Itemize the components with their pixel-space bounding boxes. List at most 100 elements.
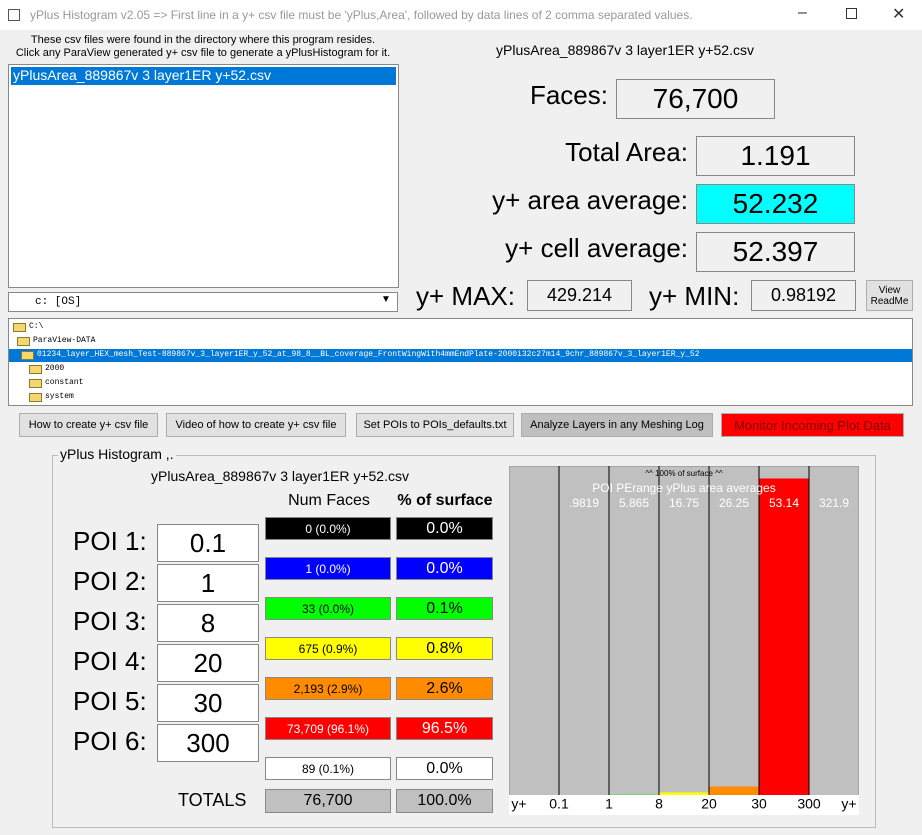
column-average: .9819 — [569, 496, 599, 510]
poi-input[interactable]: 20 — [157, 644, 259, 682]
edge-label: 0.1 — [549, 796, 569, 812]
folder-name[interactable]: system — [45, 392, 74, 401]
total-faces: 76,700 — [265, 789, 391, 813]
surface-percent: 0.0% — [396, 757, 493, 780]
bar — [709, 786, 759, 795]
min-value: 0.98192 — [751, 280, 856, 311]
file-listbox: yPlusArea_889867v 3 layer1ER y+52.csv — [8, 64, 399, 288]
poi-input[interactable]: 300 — [157, 724, 259, 762]
faces-value: 76,700 — [616, 79, 775, 119]
surface-percent: 0.1% — [396, 597, 493, 620]
file-item[interactable]: yPlusArea_889867v 3 layer1ER y+52.csv — [11, 67, 396, 85]
column-average: 5.865 — [619, 496, 649, 510]
min-label: y+ MIN: — [649, 281, 740, 311]
max-label: y+ MAX: — [416, 281, 515, 311]
total-percent: 100.0% — [396, 789, 493, 813]
num-faces: 0 (0.0%) — [265, 517, 391, 540]
button[interactable]: How to create y+ csv file — [19, 413, 158, 437]
num-faces: 2,193 (2.9%) — [265, 677, 391, 700]
edge-label: 1 — [605, 796, 613, 812]
button[interactable]: Analyze Layers in any Meshing Log — [521, 413, 713, 437]
edge-label: 20 — [701, 796, 717, 812]
max-value: 429.214 — [527, 280, 632, 311]
readme-button[interactable]: View ReadMe — [866, 280, 913, 311]
selected-row — [9, 349, 912, 362]
folder-tree: C:\ ParaView-DATA 01234_layer_HEX_mesh_Tes… — [8, 318, 913, 406]
button[interactable]: Video of how to create y+ csv file — [166, 413, 346, 437]
edge-label: 8 — [655, 796, 663, 812]
folder-name[interactable]: ParaView-DATA — [33, 336, 96, 345]
poi-label: POI 4: — [73, 646, 147, 676]
poi-input[interactable]: 8 — [157, 604, 259, 642]
edge-label: 300 — [797, 796, 821, 812]
button[interactable]: Set POIs to POIs_defaults.txt — [356, 413, 514, 437]
folder-icon — [29, 365, 42, 374]
totals-label: TOTALS — [178, 790, 247, 810]
close[interactable]: ✕ — [892, 6, 906, 23]
minimize[interactable]: – — [798, 4, 807, 21]
num-faces: 73,709 (96.1%) — [265, 717, 391, 740]
poi-label: POI 5: — [73, 686, 147, 716]
surface-percent: 2.6% — [396, 677, 493, 700]
surface-percent: 0.0% — [396, 557, 493, 580]
header: % of surface — [397, 492, 493, 509]
summary-file: yPlusArea_889867v 3 layer1ER y+52.csv — [496, 42, 754, 58]
dropdown-arrow[interactable]: ▼ — [381, 294, 391, 305]
bar — [759, 478, 809, 795]
edge-label: y+ — [511, 796, 526, 812]
column-average: 16.75 — [669, 496, 699, 510]
histogram-group — [52, 455, 876, 828]
readme-text: View — [878, 284, 901, 296]
histogram-file: yPlusArea_889867v 3 layer1ER y+52.csv — [151, 468, 409, 484]
folder-name[interactable]: 01234_layer_HEX_mesh_Test-889867v_3_laye… — [37, 350, 700, 359]
surface-percent: 0.0% — [396, 517, 493, 540]
area-label: Total Area: — [565, 137, 688, 167]
button[interactable]: Monitor Incoming Plot Data — [721, 413, 904, 437]
folder-name[interactable]: 2000 — [45, 364, 65, 373]
surface-percent: 96.5% — [396, 717, 493, 740]
edge-label: 30 — [751, 796, 767, 812]
column-average: 53.14 — [769, 496, 799, 510]
header: Num Faces — [288, 492, 370, 509]
cell-avg-value: 52.397 — [696, 232, 855, 272]
poi-label: POI 1: — [73, 526, 147, 556]
area-avg-value: 52.232 — [696, 184, 855, 224]
instruction: These csv files were found in the direct… — [30, 34, 376, 46]
bar — [659, 792, 709, 795]
readme-text: ReadMe — [870, 295, 909, 307]
edge-label: y+ — [841, 796, 856, 812]
column-average: 321.9 — [819, 496, 849, 510]
folder-icon — [29, 393, 42, 402]
poi-label: POI 2: — [73, 566, 147, 596]
folder-icon — [13, 323, 26, 332]
axis-strip — [509, 795, 859, 815]
poi-input[interactable]: 0.1 — [157, 524, 259, 562]
poi-input[interactable]: 30 — [157, 684, 259, 722]
num-faces: 675 (0.9%) — [265, 637, 391, 660]
surface-percent: 0.8% — [396, 637, 493, 660]
app-icon — [8, 9, 20, 21]
num-faces: 1 (0.0%) — [265, 557, 391, 580]
histogram-chart: ^^ 100% of surface ^^ POI PErange yPlus a… — [509, 466, 859, 815]
chart-subtitle: POI PErange yPlus area averages — [592, 481, 775, 495]
area-value: 1.191 — [696, 136, 855, 176]
maximize[interactable] — [846, 8, 857, 19]
folder-icon — [21, 351, 34, 360]
poi-label: POI 3: — [73, 606, 147, 636]
cell-avg-label: y+ cell average: — [505, 233, 688, 263]
poi-label: POI 6: — [73, 726, 147, 756]
area-avg-label: y+ area average: — [492, 185, 688, 215]
group-title: yPlus Histogram ,. — [58, 446, 176, 462]
drive-combobox[interactable]: c: [OS] — [8, 292, 398, 312]
folder-name[interactable]: C:\ — [29, 322, 44, 331]
title-bar — [0, 0, 922, 30]
chart-title: ^^ 100% of surface ^^ — [645, 469, 723, 478]
instruction: Click any ParaView generated y+ csv file… — [15, 47, 391, 59]
poi-input[interactable]: 1 — [157, 564, 259, 602]
folder-icon — [29, 379, 42, 388]
folder-name[interactable]: constant — [45, 378, 84, 387]
faces-label: Faces: — [529, 80, 608, 110]
num-faces: 33 (0.0%) — [265, 597, 391, 620]
window-title: yPlus Histogram v2.05 => First line in a… — [30, 8, 693, 22]
